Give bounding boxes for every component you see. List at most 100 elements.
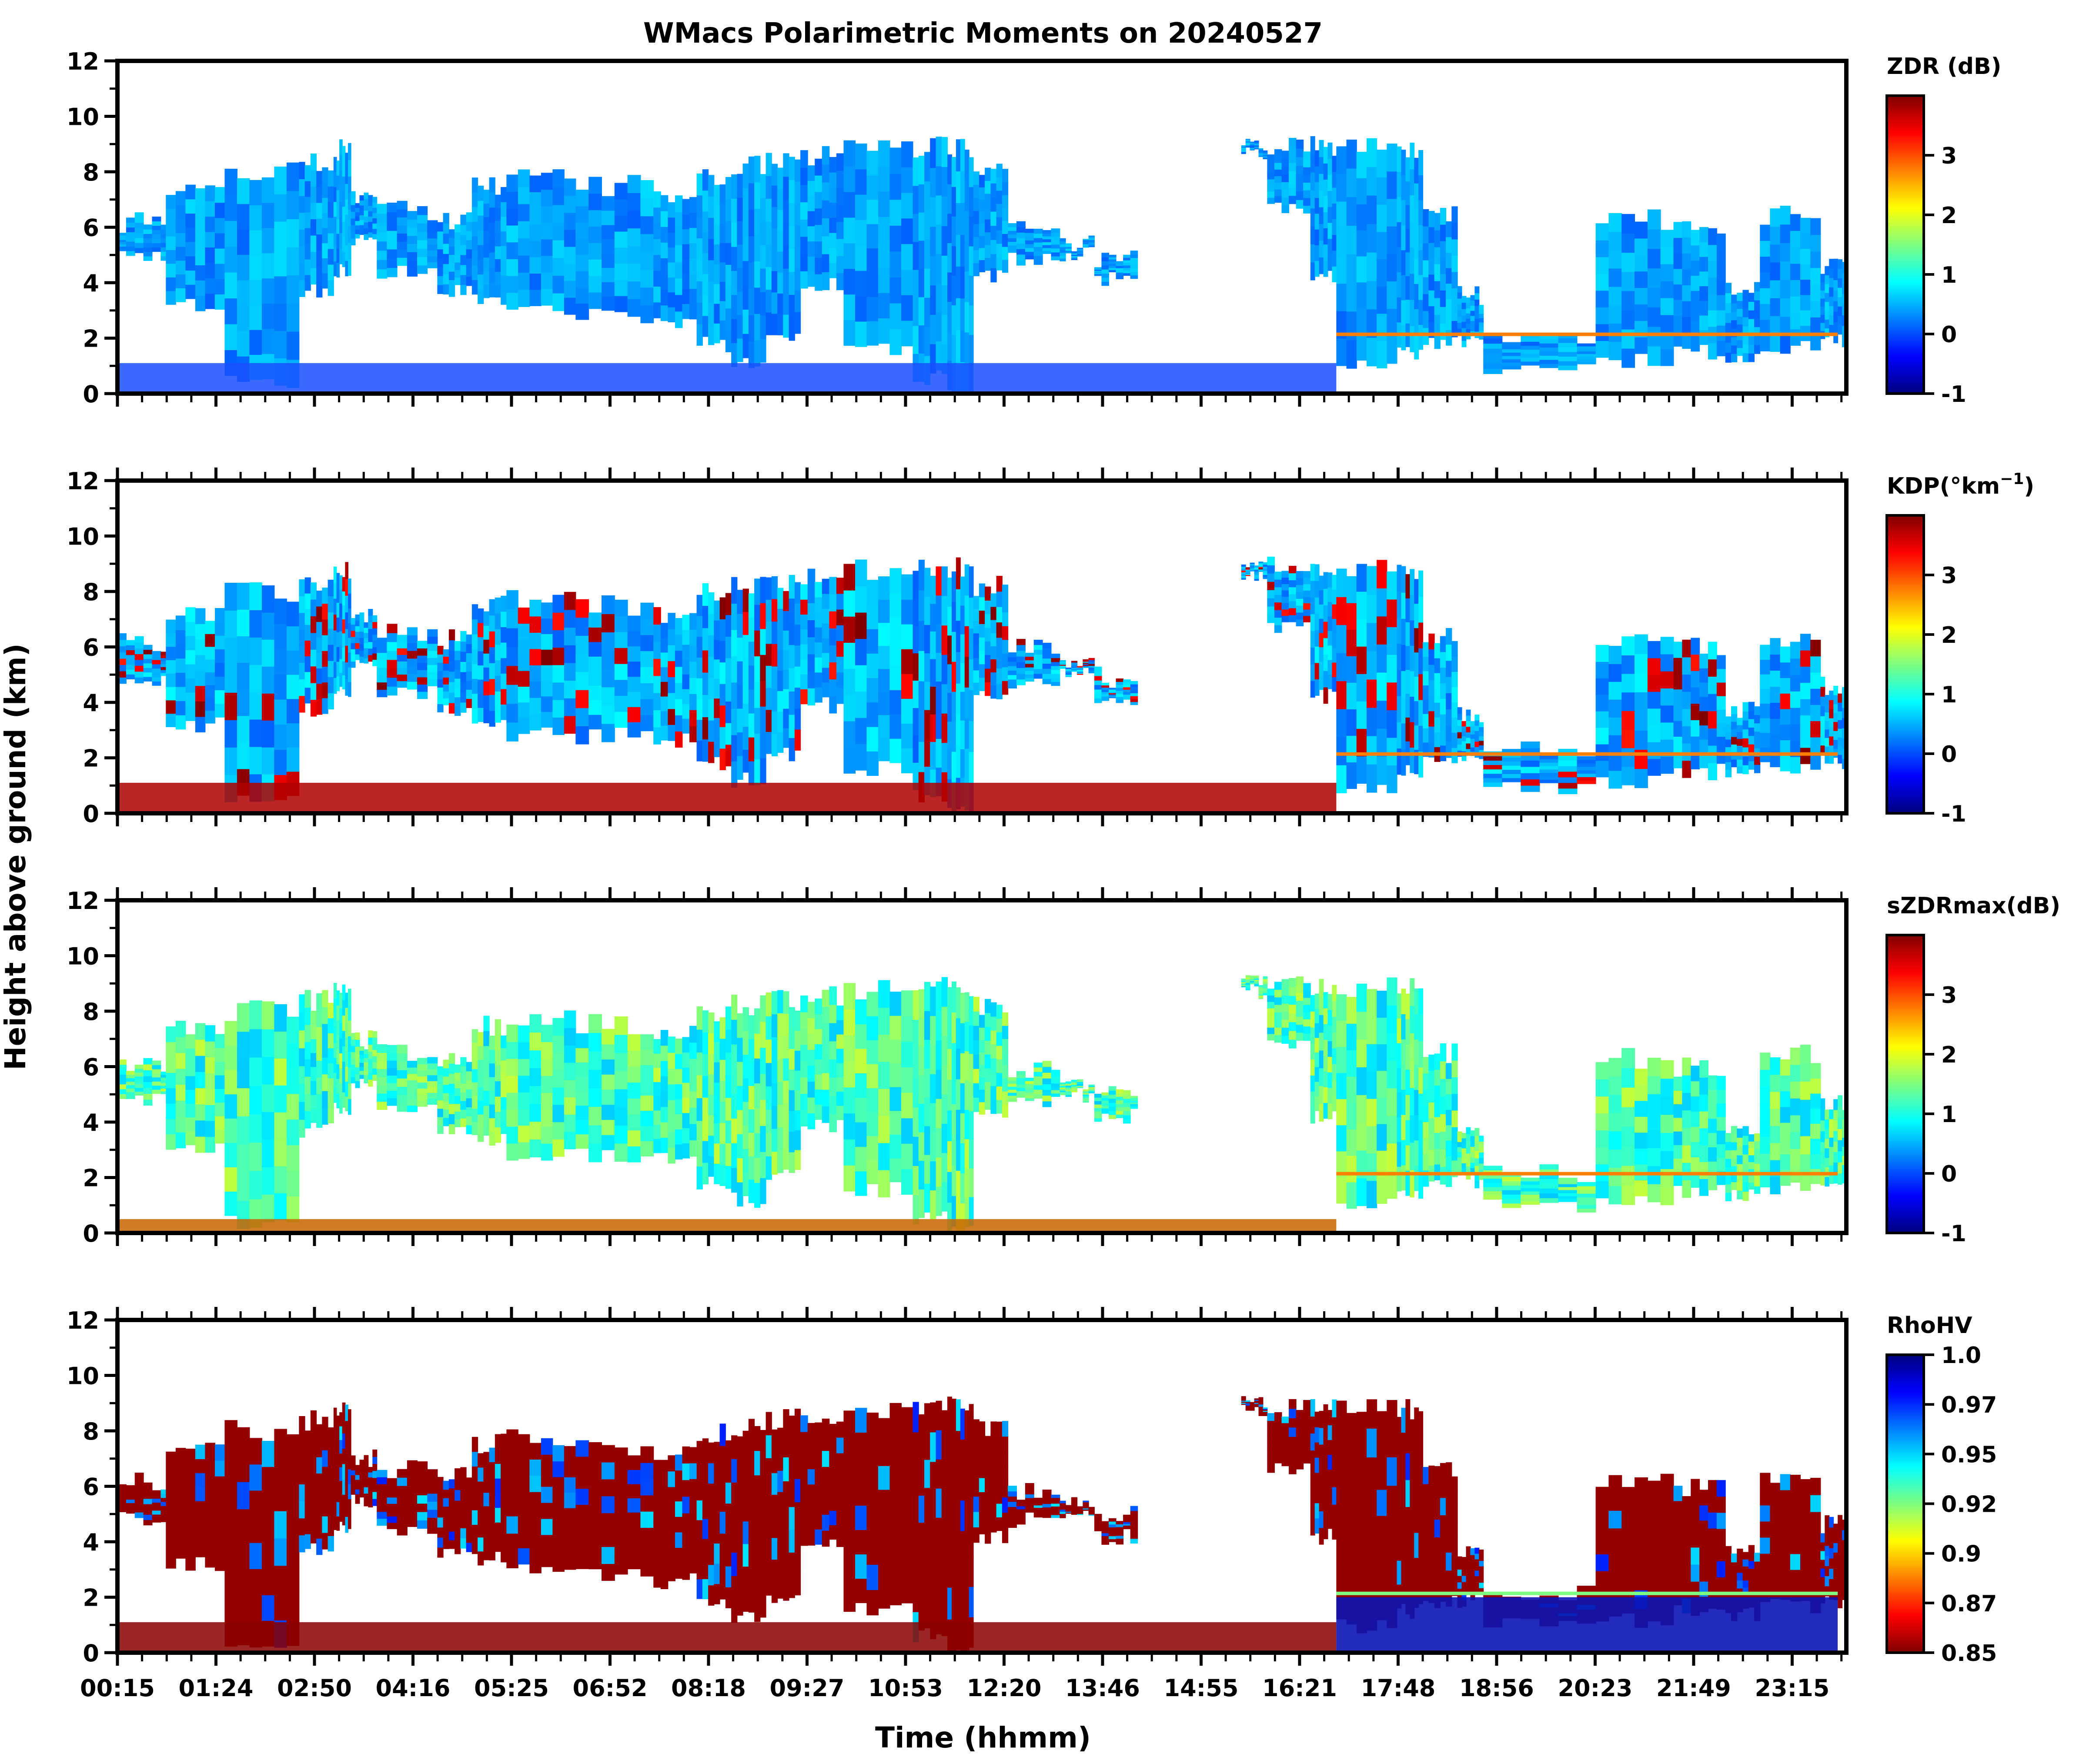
heatmap-cell — [719, 1143, 726, 1165]
heatmap-cell — [640, 698, 654, 715]
heatmap-cell — [1281, 571, 1290, 578]
heatmap-cell — [731, 222, 738, 247]
heatmap-cell — [345, 168, 348, 184]
heatmap-cell — [760, 291, 766, 316]
heatmap-cell — [822, 638, 830, 653]
heatmap-cell — [660, 623, 669, 638]
heatmap-cell — [889, 225, 902, 252]
heatmap-cell — [1077, 1086, 1083, 1088]
heatmap-cell — [518, 1075, 530, 1092]
heatmap-cell — [478, 608, 484, 623]
heatmap-cell — [1051, 1073, 1060, 1077]
heatmap-cell — [1825, 319, 1830, 329]
heatmap-cell — [1521, 741, 1540, 748]
heatmap-cell — [1065, 251, 1072, 254]
heatmap-cell — [495, 220, 501, 234]
heatmap-cell — [1314, 1066, 1320, 1082]
heatmap-cell — [387, 249, 398, 259]
heatmap-cell — [754, 604, 761, 631]
heatmap-cell — [364, 1070, 369, 1075]
heatmap-cell — [478, 622, 484, 638]
heatmap-cell — [990, 659, 997, 673]
heatmap-cell — [152, 243, 161, 248]
heatmap-cell — [1289, 1030, 1297, 1040]
heatmap-cell — [1065, 251, 1072, 252]
heatmap-cell — [930, 1161, 936, 1191]
heatmap-cell — [924, 624, 931, 654]
heatmap-cell — [1810, 737, 1821, 754]
heatmap-cell — [913, 1019, 919, 1049]
heatmap-cell — [754, 287, 761, 314]
heatmap-cell — [1754, 764, 1761, 773]
heatmap-cell — [205, 1072, 215, 1089]
heatmap-cell — [725, 1006, 732, 1030]
heatmap-cell — [941, 225, 948, 256]
heatmap-cell — [1838, 702, 1843, 712]
heatmap-cell — [766, 266, 772, 290]
heatmap-cell — [443, 253, 449, 264]
heatmap-cell — [214, 202, 225, 218]
heatmap-cell — [1033, 228, 1043, 234]
heatmap-cell — [437, 695, 444, 704]
heatmap-cell — [689, 1026, 697, 1043]
heatmap-cell — [249, 230, 262, 255]
heatmap-cell — [1461, 721, 1467, 727]
heatmap-cell — [466, 634, 472, 644]
heatmap-cell — [951, 981, 956, 1013]
heatmap-cell — [843, 590, 856, 617]
heatmap-cell — [1263, 576, 1268, 579]
heatmap-cell — [766, 312, 772, 335]
heatmap-cell — [1332, 1048, 1337, 1064]
heatmap-cell — [364, 1057, 369, 1062]
heatmap-cell — [1829, 690, 1834, 700]
heatmap-cell — [985, 1012, 991, 1027]
heatmap-cell — [483, 1075, 490, 1091]
heatmap-cell — [702, 1119, 709, 1141]
heatmap-cell — [807, 654, 816, 672]
heatmap-cell — [675, 731, 683, 748]
heatmap-cell — [947, 635, 952, 665]
heatmap-cell — [1440, 207, 1447, 225]
heatmap-cell — [495, 1034, 501, 1051]
heatmap-cell — [924, 681, 931, 710]
heatmap-cell — [1820, 735, 1825, 746]
heatmap-cell — [372, 1068, 378, 1075]
heatmap-cell — [299, 645, 305, 663]
heatmap-cell — [866, 321, 879, 346]
heatmap-cell — [1033, 1085, 1043, 1090]
heatmap-cell — [541, 1042, 553, 1059]
heatmap-cell — [1470, 738, 1475, 743]
heatmap-cell — [794, 1110, 801, 1130]
heatmap-cell — [1608, 681, 1622, 700]
heatmap-cell — [489, 1104, 495, 1119]
heatmap-cell — [777, 711, 784, 732]
heatmap-cell — [1241, 151, 1246, 153]
heatmap-cell — [1829, 296, 1834, 306]
heatmap-cell — [1250, 147, 1255, 149]
heatmap-cell — [1737, 745, 1743, 753]
heatmap-cell — [1250, 143, 1255, 144]
heatmap-cell — [1457, 322, 1462, 329]
heatmap-cell — [261, 278, 275, 304]
heatmap-cell — [682, 1113, 690, 1129]
heatmap-cell — [1621, 252, 1635, 272]
heatmap-cell — [731, 629, 738, 657]
heatmap-cell — [1366, 224, 1377, 253]
heatmap-cell — [815, 158, 822, 176]
heatmap-cell — [564, 698, 576, 716]
heatmap-cell — [843, 1165, 856, 1192]
heatmap-cell — [866, 1112, 879, 1136]
heatmap-cell — [1621, 710, 1635, 730]
heatmap-cell — [286, 723, 300, 748]
heatmap-cell — [973, 250, 979, 264]
heatmap-cell — [397, 1095, 408, 1104]
heatmap-cell — [1829, 315, 1834, 325]
heatmap-cell — [1116, 1100, 1124, 1104]
heatmap-cell — [1254, 143, 1259, 144]
heatmap-cell — [588, 275, 602, 293]
heatmap-cell — [696, 1006, 703, 1030]
heatmap-cell — [417, 1076, 428, 1083]
heatmap-cell — [771, 1059, 778, 1083]
heatmap-cell — [1083, 665, 1089, 667]
heatmap-cell — [973, 596, 979, 609]
